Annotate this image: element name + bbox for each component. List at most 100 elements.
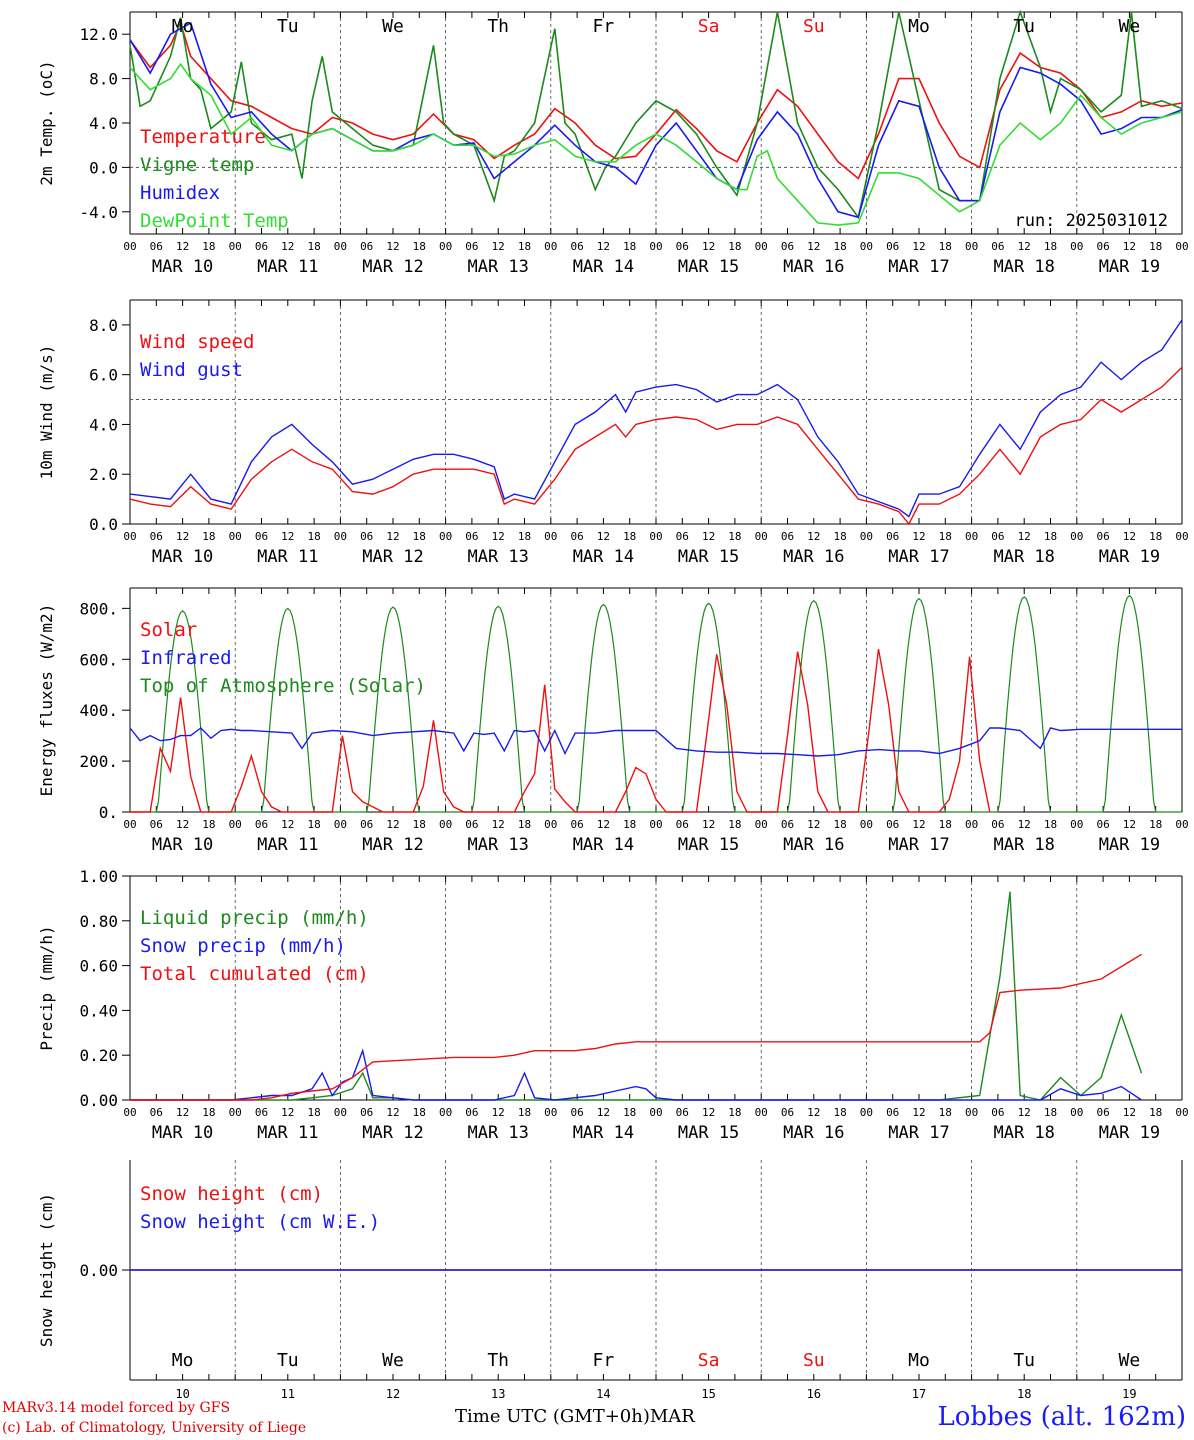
- hour-tick-label: 18: [202, 240, 215, 253]
- legend-entry: Wind speed: [140, 331, 254, 353]
- weekday-label: Su: [803, 1350, 825, 1371]
- hour-tick-label: 18: [1149, 1106, 1162, 1119]
- hour-tick-label: 00: [544, 1106, 557, 1119]
- hour-tick-label: 18: [307, 530, 320, 543]
- y-tick-label: 0.0: [89, 158, 118, 177]
- hour-tick-label: 18: [939, 240, 952, 253]
- hour-tick-label: 12: [1123, 530, 1136, 543]
- hour-tick-label: 06: [676, 1106, 689, 1119]
- weekday-label: Sa: [698, 16, 720, 37]
- hour-tick-label: 06: [676, 240, 689, 253]
- hour-tick-label: 18: [518, 530, 531, 543]
- day-number: 18: [1017, 1387, 1031, 1400]
- hour-tick-label: 12: [386, 1106, 399, 1119]
- legend-entry: Snow height (cm): [140, 1183, 323, 1205]
- day-label: MAR 12: [362, 547, 423, 567]
- day-label: MAR 15: [678, 257, 739, 277]
- legend-entry: Snow height (cm W.E.): [140, 1211, 380, 1233]
- series-line-top-of-atmosphere: [130, 594, 1182, 813]
- hour-tick-label: 12: [281, 240, 294, 253]
- weekday-label: Fr: [593, 16, 615, 37]
- y-tick-label: 0.00: [79, 1261, 118, 1280]
- lab-credit: (c) Lab. of Climatology, University of L…: [2, 1420, 307, 1436]
- hour-tick-label: 06: [886, 240, 899, 253]
- weekday-label: Mo: [172, 16, 194, 37]
- hour-tick-label: 12: [176, 530, 189, 543]
- day-label: MAR 18: [993, 547, 1054, 567]
- weekday-label: Mo: [908, 1350, 930, 1371]
- hour-tick-label: 06: [676, 818, 689, 831]
- hour-tick-label: 00: [965, 1106, 978, 1119]
- hour-tick-label: 06: [360, 240, 373, 253]
- hour-tick-label: 18: [728, 818, 741, 831]
- hour-tick-label: 06: [676, 530, 689, 543]
- hour-tick-label: 18: [1149, 818, 1162, 831]
- day-label: MAR 14: [573, 547, 634, 567]
- hour-tick-label: 00: [439, 240, 452, 253]
- series-line-temperature: [129, 20, 1183, 180]
- hour-tick-label: 06: [255, 818, 268, 831]
- hour-tick-label: 12: [386, 240, 399, 253]
- day-label: MAR 10: [152, 1123, 213, 1143]
- legend-entry: DewPoint Temp: [140, 210, 289, 232]
- hour-tick-label: 06: [781, 1106, 794, 1119]
- hour-tick-label: 18: [623, 818, 636, 831]
- hour-tick-label: 18: [518, 818, 531, 831]
- day-label: MAR 11: [257, 1123, 318, 1143]
- day-label: MAR 18: [993, 257, 1054, 277]
- y-tick-label: 8.0: [89, 316, 118, 335]
- y-tick-label: 0.00: [79, 1091, 118, 1110]
- hour-tick-label: 00: [755, 240, 768, 253]
- hour-tick-label: 12: [597, 530, 610, 543]
- series-line-wind-speed: [129, 366, 1183, 526]
- hour-tick-label: 06: [886, 530, 899, 543]
- hour-tick-label: 12: [386, 818, 399, 831]
- legend-entry: Liquid precip (mm/h): [140, 907, 369, 929]
- hour-tick-label: 18: [833, 240, 846, 253]
- weekday-label: Su: [803, 16, 825, 37]
- hour-tick-label: 00: [229, 240, 242, 253]
- hour-tick-label: 18: [1044, 1106, 1057, 1119]
- weekday-label: Fr: [593, 1350, 615, 1371]
- hour-tick-label: 06: [1096, 530, 1109, 543]
- y-axis-title: 10m Wind (m/s): [37, 345, 56, 480]
- series-line-liquid-precip-mm-h-: [130, 891, 1143, 1101]
- y-tick-label: 400.: [79, 701, 118, 720]
- hour-tick-label: 06: [465, 530, 478, 543]
- hour-tick-label: 00: [965, 240, 978, 253]
- y-tick-label: 0.40: [79, 1001, 118, 1020]
- y-axis-title: Precip (mm/h): [37, 925, 56, 1050]
- day-label: MAR 15: [678, 547, 739, 567]
- run-annotation: run: 2025031012: [1014, 211, 1168, 231]
- hour-tick-label: 18: [518, 1106, 531, 1119]
- weekday-label: Th: [487, 1350, 509, 1371]
- series-line-infrared: [129, 727, 1182, 757]
- station-label: Lobbes (alt. 162m): [937, 1402, 1186, 1432]
- hour-tick-label: 00: [123, 240, 136, 253]
- day-label: MAR 13: [467, 257, 528, 277]
- series-line-snow-precip-mm-h-: [130, 1048, 1142, 1101]
- day-label: MAR 17: [888, 257, 949, 277]
- y-tick-label: 200.: [79, 752, 118, 771]
- hour-tick-label: 12: [597, 818, 610, 831]
- hour-tick-label: 00: [860, 1106, 873, 1119]
- hour-tick-label: 06: [150, 1106, 163, 1119]
- legend-entry: Humidex: [140, 182, 220, 204]
- hour-tick-label: 00: [439, 818, 452, 831]
- weekday-label: Tu: [277, 1350, 299, 1371]
- hour-tick-label: 12: [912, 530, 925, 543]
- hour-tick-label: 18: [202, 818, 215, 831]
- hour-tick-label: 00: [860, 240, 873, 253]
- hour-tick-label: 12: [386, 530, 399, 543]
- day-label: MAR 14: [573, 835, 634, 855]
- y-tick-label: 1.00: [79, 867, 118, 886]
- legend-entry: Solar: [140, 619, 197, 641]
- day-number: 19: [1122, 1387, 1136, 1400]
- day-label: MAR 12: [362, 835, 423, 855]
- y-tick-label: -4.0: [79, 203, 118, 222]
- hour-tick-label: 00: [1175, 818, 1188, 831]
- hour-tick-label: 18: [1044, 240, 1057, 253]
- hour-tick-label: 00: [334, 1106, 347, 1119]
- day-label: MAR 13: [467, 547, 528, 567]
- weekday-label: We: [382, 1350, 404, 1371]
